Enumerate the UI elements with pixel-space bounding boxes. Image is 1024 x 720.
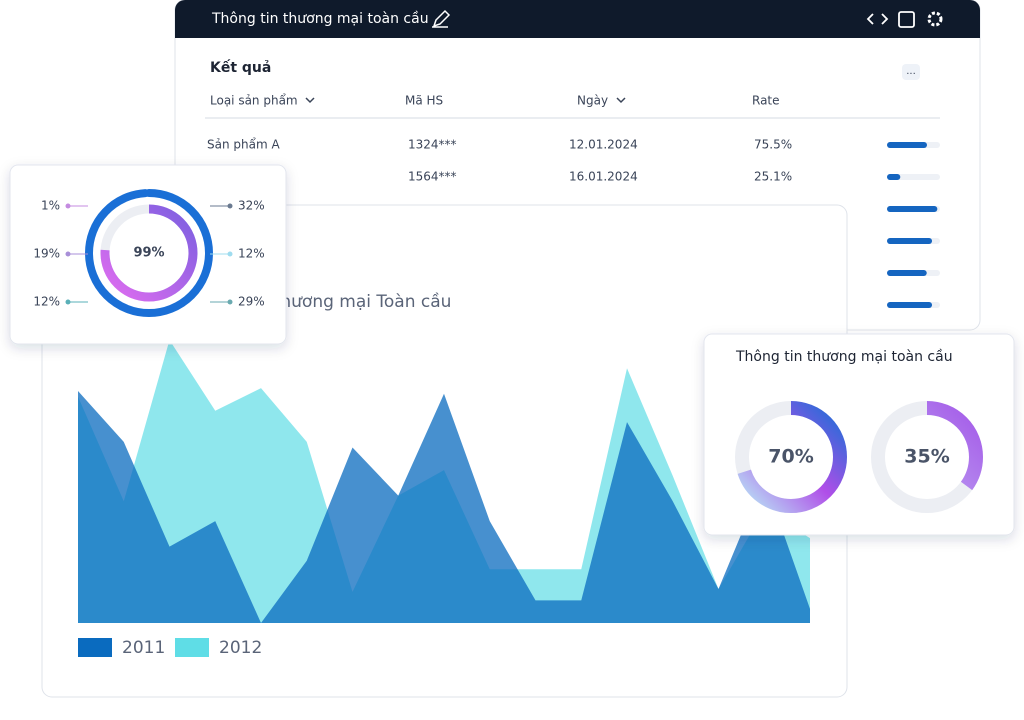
- cell: 25.1%: [754, 170, 792, 184]
- label-dot: [65, 299, 71, 305]
- ring-label: 12%: [33, 295, 60, 309]
- column-header[interactable]: Mã HS: [405, 94, 443, 108]
- window-title: Thông tin thương mại toàn cầu: [211, 11, 429, 27]
- ring-arc: [735, 401, 847, 513]
- settings-icon[interactable]: [927, 11, 943, 27]
- cell: 1324***: [408, 138, 457, 152]
- cell: 75.5%: [754, 138, 792, 152]
- progress-bar: [887, 142, 928, 148]
- menu-dots[interactable]: ...: [906, 66, 916, 77]
- ring-chart: 99% 1% 19% 12% 32% 12% 29%: [33, 189, 265, 317]
- ring-arc: [85, 189, 213, 317]
- ring-label: 19%: [33, 247, 60, 261]
- donut-label: 35%: [904, 446, 949, 468]
- ring-inner: [100, 204, 198, 302]
- ring-label: 1%: [41, 199, 60, 213]
- cell: 1564***: [408, 170, 457, 184]
- edit-icon[interactable]: [432, 9, 451, 28]
- legend-label: 2012: [219, 638, 262, 658]
- donut-chart: Thông tin thương mại toàn cầu 70% 35%: [735, 349, 983, 513]
- save-icon[interactable]: [898, 11, 915, 28]
- progress-bar: [887, 174, 901, 180]
- donut-label: 70%: [768, 446, 813, 468]
- area-chart: Thương mại Toàn cầu 2011 2012: [78, 291, 810, 658]
- cell: 16.01.2024: [569, 170, 638, 184]
- label-dot: [227, 203, 233, 209]
- progress-bar: [887, 302, 933, 308]
- code-icon[interactable]: [866, 13, 889, 25]
- cell: Sản phẩm A: [207, 138, 280, 152]
- window-header: [175, 0, 980, 38]
- sort-chevrons[interactable]: [305, 97, 626, 104]
- cell: 12.01.2024: [569, 138, 638, 152]
- menu-button[interactable]: [902, 64, 920, 80]
- progress-track: [887, 174, 940, 180]
- label-dot: [65, 251, 71, 257]
- legend-swatch: [175, 638, 209, 657]
- progress-bar: [887, 238, 933, 244]
- donut-card: [703, 333, 1015, 536]
- ring-center-label: 99%: [133, 246, 164, 261]
- label-dot: [227, 251, 233, 257]
- ring-card: [9, 164, 287, 345]
- ring-label: 29%: [238, 295, 265, 309]
- ring-label: 32%: [238, 199, 265, 213]
- legend-label: 2011: [122, 638, 165, 658]
- column-header[interactable]: Rate: [752, 94, 780, 108]
- column-header[interactable]: Loại sản phẩm: [210, 94, 298, 108]
- label-dot: [227, 299, 233, 305]
- column-header[interactable]: Ngày: [577, 94, 608, 108]
- table-heading: Kết quả: [210, 59, 271, 76]
- chart-title: Thương mại Toàn cầu: [269, 291, 451, 312]
- progress-bar: [887, 270, 927, 276]
- card-title: Thông tin thương mại toàn cầu: [735, 349, 953, 365]
- ring-arc: [871, 401, 983, 513]
- area: [78, 390, 810, 623]
- progress-bar: [887, 206, 938, 212]
- ring-label: 12%: [238, 247, 265, 261]
- label-dot: [65, 203, 71, 209]
- legend-swatch: [78, 638, 112, 657]
